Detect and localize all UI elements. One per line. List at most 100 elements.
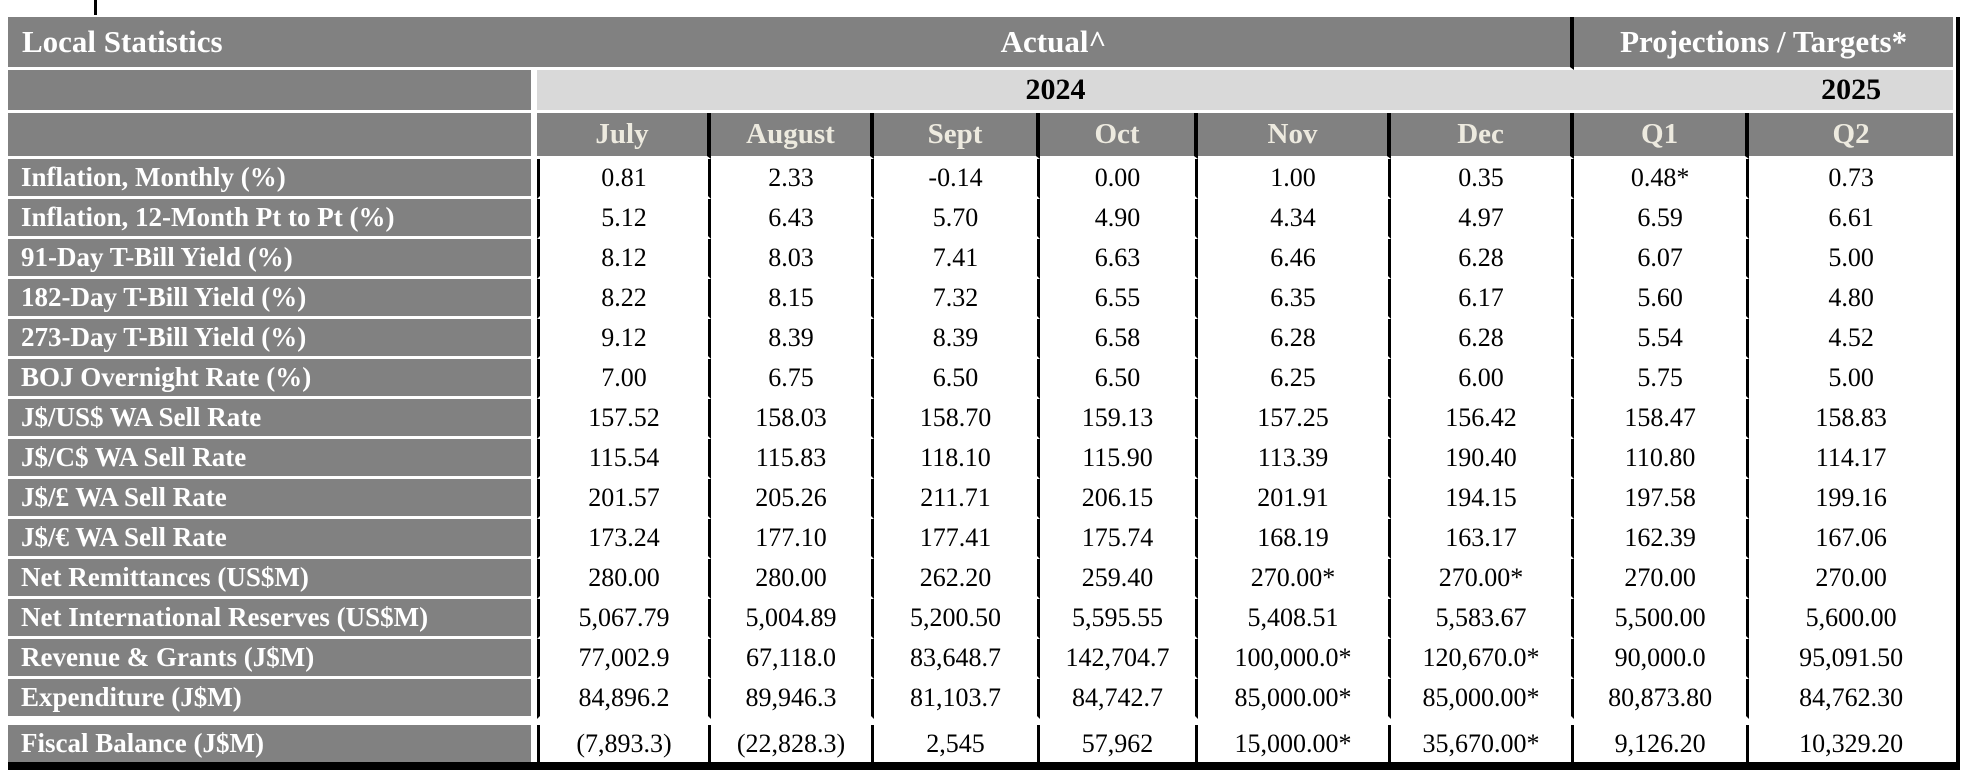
data-cell: 6.28 [1198, 319, 1391, 359]
table-title: Local Statistics [8, 17, 537, 70]
data-cell: 6.07 [1574, 239, 1750, 279]
data-cell: 5,583.67 [1391, 599, 1575, 639]
table-row: Inflation, 12-Month Pt to Pt (%) 5.12 6.43… [8, 199, 1954, 239]
data-cell: 83,648.7 [874, 639, 1040, 679]
data-cell: 158.47 [1574, 399, 1750, 439]
row-label: Revenue & Grants (J$M) [8, 639, 537, 679]
data-cell: 6.28 [1391, 239, 1575, 279]
row-label: 182-Day T-Bill Yield (%) [8, 279, 537, 319]
data-cell: -0.14 [874, 159, 1040, 199]
data-cell: 5,595.55 [1040, 599, 1198, 639]
year-2024: 2024 [537, 70, 1575, 113]
data-cell: 270.00* [1198, 559, 1391, 599]
table-row: J$/US$ WA Sell Rate 157.52 158.03 158.70 159… [8, 399, 1954, 439]
data-cell: 177.10 [711, 519, 874, 559]
table-row: J$/€ WA Sell Rate 173.24 177.10 177.41 175.7… [8, 519, 1954, 559]
data-cell: 120,670.0* [1391, 639, 1575, 679]
row-label: Inflation, 12-Month Pt to Pt (%) [8, 199, 537, 239]
table-row: 182-Day T-Bill Yield (%) 8.22 8.15 7.32 6.55… [8, 279, 1954, 319]
data-cell: 168.19 [1198, 519, 1391, 559]
row-label: 91-Day T-Bill Yield (%) [8, 239, 537, 279]
table-row: Expenditure (J$M) 84,896.2 89,946.3 81,103.… [8, 679, 1954, 719]
data-cell: 280.00 [537, 559, 711, 599]
table-row: 91-Day T-Bill Yield (%) 8.12 8.03 7.41 6.63 6… [8, 239, 1954, 279]
data-cell: 201.57 [537, 479, 711, 519]
data-cell: 6.58 [1040, 319, 1198, 359]
data-cell: 84,762.30 [1749, 679, 1954, 719]
data-cell: 205.26 [711, 479, 874, 519]
cursor-artifact [94, 0, 97, 15]
data-cell: 8.39 [711, 319, 874, 359]
row-label: J$/€ WA Sell Rate [8, 519, 537, 559]
data-cell: 7.41 [874, 239, 1040, 279]
data-cell: 84,896.2 [537, 679, 711, 719]
data-cell: 158.03 [711, 399, 874, 439]
row-label: Inflation, Monthly (%) [8, 159, 537, 199]
table-row: Revenue & Grants (J$M) 77,002.9 67,118.0 83… [8, 639, 1954, 679]
data-cell: 142,704.7 [1040, 639, 1198, 679]
data-cell: 7.00 [537, 359, 711, 399]
data-cell: 0.00 [1040, 159, 1198, 199]
data-cell: 5.75 [1574, 359, 1750, 399]
data-cell: 6.59 [1574, 199, 1750, 239]
data-cell: 80,873.80 [1574, 679, 1750, 719]
col-header-august: August [711, 113, 874, 159]
data-cell: 163.17 [1391, 519, 1575, 559]
col-header-dec: Dec [1391, 113, 1575, 159]
col-header-q2: Q2 [1749, 113, 1954, 159]
actual-header: Actual^ [537, 17, 1575, 70]
col-header-q1: Q1 [1574, 113, 1750, 159]
period-row-label-spacer [8, 113, 537, 159]
data-cell: 113.39 [1198, 439, 1391, 479]
data-cell: 5,600.00 [1749, 599, 1954, 639]
data-cell: 77,002.9 [537, 639, 711, 679]
data-cell: 8.15 [711, 279, 874, 319]
data-cell: 100,000.0* [1198, 639, 1391, 679]
data-cell: 5.54 [1574, 319, 1750, 359]
row-label: Fiscal Balance (J$M) [8, 725, 537, 765]
data-cell: 262.20 [874, 559, 1040, 599]
data-cell: 57,962 [1040, 725, 1198, 765]
data-cell: 270.00* [1391, 559, 1575, 599]
data-cell: 167.06 [1749, 519, 1954, 559]
data-cell: 85,000.00* [1391, 679, 1575, 719]
data-cell: 199.16 [1749, 479, 1954, 519]
data-cell: 4.34 [1198, 199, 1391, 239]
row-label: Net International Reserves (US$M) [8, 599, 537, 639]
data-cell: 156.42 [1391, 399, 1575, 439]
row-label: J$/US$ WA Sell Rate [8, 399, 537, 439]
row-gap-cell [8, 719, 1954, 725]
year-row-label-spacer [8, 70, 537, 113]
data-cell: 8.22 [537, 279, 711, 319]
data-cell: 270.00 [1749, 559, 1954, 599]
statistics-table-wrap: Local Statistics Actual^ Projections / T… [8, 17, 1954, 765]
data-cell: 95,091.50 [1749, 639, 1954, 679]
row-gap [8, 719, 1954, 725]
data-cell: 5,408.51 [1198, 599, 1391, 639]
data-cell: 0.35 [1391, 159, 1575, 199]
data-cell: 177.41 [874, 519, 1040, 559]
data-cell: 15,000.00* [1198, 725, 1391, 765]
table-row: J$/C$ WA Sell Rate 115.54 115.83 118.10 115.… [8, 439, 1954, 479]
data-cell: 1.00 [1198, 159, 1391, 199]
year-band-q1-spacer [1574, 70, 1750, 113]
data-cell: 259.40 [1040, 559, 1198, 599]
table-bottom-border [8, 762, 1960, 770]
table-right-border [1956, 17, 1960, 770]
row-label: BOJ Overnight Rate (%) [8, 359, 537, 399]
data-cell: 158.70 [874, 399, 1040, 439]
data-cell: 157.25 [1198, 399, 1391, 439]
data-cell: 206.15 [1040, 479, 1198, 519]
data-cell: 2,545 [874, 725, 1040, 765]
data-cell: 158.83 [1749, 399, 1954, 439]
projections-header: Projections / Targets* [1574, 17, 1954, 70]
row-label: Net Remittances (US$M) [8, 559, 537, 599]
data-cell: 81,103.7 [874, 679, 1040, 719]
data-cell: 85,000.00* [1198, 679, 1391, 719]
header-row-main: Local Statistics Actual^ Projections / T… [8, 17, 1954, 70]
data-cell: 115.90 [1040, 439, 1198, 479]
data-cell: 5.00 [1749, 239, 1954, 279]
data-cell: 5,200.50 [874, 599, 1040, 639]
data-cell: 35,670.00* [1391, 725, 1575, 765]
data-cell: 6.50 [1040, 359, 1198, 399]
